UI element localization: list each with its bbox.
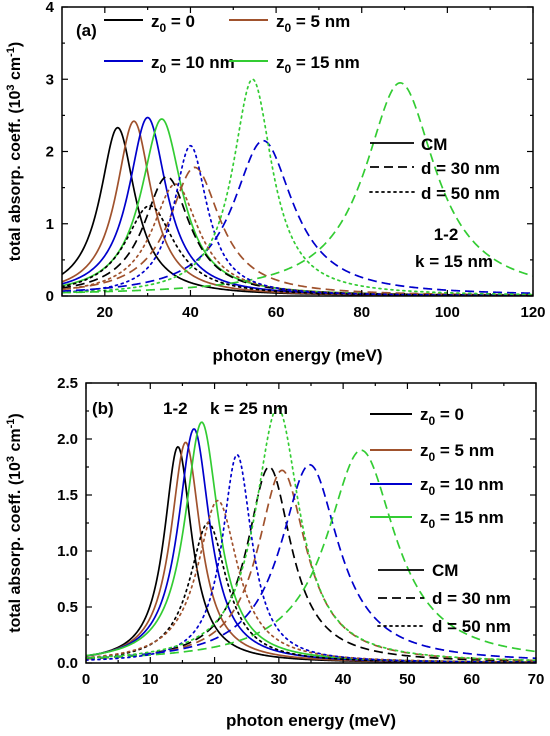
legend-style-label: d = 30 nm: [432, 589, 511, 608]
series-line-dot-9: [62, 183, 533, 296]
x-tick-label: 20: [206, 671, 223, 688]
series-line-dot-11: [62, 78, 533, 296]
legend-color-label: z0 = 15 nm: [276, 53, 360, 76]
x-tick-label: 60: [268, 304, 285, 321]
x-tick-label: 60: [463, 671, 480, 688]
x-axis-label: photon energy (meV): [226, 711, 396, 730]
series-line-dot-11: [86, 406, 536, 662]
annotation-text: 1-2: [163, 399, 188, 418]
x-tick-label: 40: [335, 671, 352, 688]
legend-style-label: d = 30 nm: [421, 159, 500, 178]
x-axis-label: photon energy (meV): [212, 346, 382, 365]
x-tick-label: 80: [353, 304, 370, 321]
panel-a: 20 40 60 80 100 120 0 1 2 3 4 photon energy (meV) to…: [5, 0, 546, 365]
legend-style-label: CM: [432, 561, 458, 580]
x-tick-label: 100: [435, 304, 460, 321]
series-line-dash-7: [86, 449, 536, 660]
legend-color-label: z0 = 15 nm: [420, 508, 504, 531]
y-tick-label: 2: [46, 144, 54, 161]
series-line-dash-6: [86, 463, 536, 660]
x-tick-label: 20: [96, 304, 113, 321]
series-group: [62, 78, 533, 296]
annotation-text: k = 15 nm: [415, 252, 493, 271]
y-tick-label: 2.0: [57, 431, 78, 448]
annotation-text: k = 25 nm: [210, 399, 288, 418]
x-tick-label: 40: [182, 304, 199, 321]
legend-color-label: z0 = 0: [420, 405, 464, 428]
x-tick-label: 50: [399, 671, 416, 688]
y-axis-label: total absorp. coeff. (103 cm-1): [5, 413, 24, 633]
y-tick-label: 4: [46, 0, 55, 16]
panel-label: (b): [92, 399, 114, 418]
panel-b: 0 10 20 30 40 50 60 70 0.0 0.5 1.0 1.5 2.0 2.5 photon …: [5, 375, 544, 730]
legend-color-label: z0 = 0: [151, 12, 195, 35]
legend-style-label: CM: [421, 135, 447, 154]
legend-color-label: z0 = 5 nm: [420, 441, 494, 464]
series-line-dash-7: [62, 82, 533, 294]
series-line-dot-8: [62, 204, 533, 296]
series-line-dash-6: [62, 139, 533, 295]
y-tick-label: 0: [46, 288, 54, 305]
x-tick-label: 30: [271, 671, 288, 688]
series-line-dash-5: [62, 166, 533, 296]
y-tick-label: 2.5: [57, 375, 78, 392]
series-line-dot-10: [86, 453, 536, 663]
legend-style-label: d = 50 nm: [421, 184, 500, 203]
y-tick-label: 3: [46, 71, 54, 88]
annotation-text: 1-2: [434, 225, 459, 244]
x-tick-label: 70: [528, 671, 545, 688]
x-tick-label: 120: [520, 304, 545, 321]
y-tick-label: 0.5: [57, 599, 78, 616]
legend-color-label: z0 = 10 nm: [151, 53, 235, 76]
legend-style-label: d = 50 nm: [432, 617, 511, 636]
legend-color-label: z0 = 10 nm: [420, 475, 504, 498]
panel-label: (a): [76, 21, 97, 40]
y-tick-label: 0.0: [57, 655, 78, 672]
legend-color-label: z0 = 5 nm: [276, 12, 350, 35]
x-tick-label: 10: [142, 671, 159, 688]
y-tick-label: 1.0: [57, 543, 78, 560]
y-axis-label: total absorp. coeff. (103 cm-1): [5, 42, 24, 262]
y-tick-label: 1.5: [57, 487, 78, 504]
y-tick-label: 1: [46, 216, 54, 233]
x-tick-label: 0: [82, 671, 90, 688]
